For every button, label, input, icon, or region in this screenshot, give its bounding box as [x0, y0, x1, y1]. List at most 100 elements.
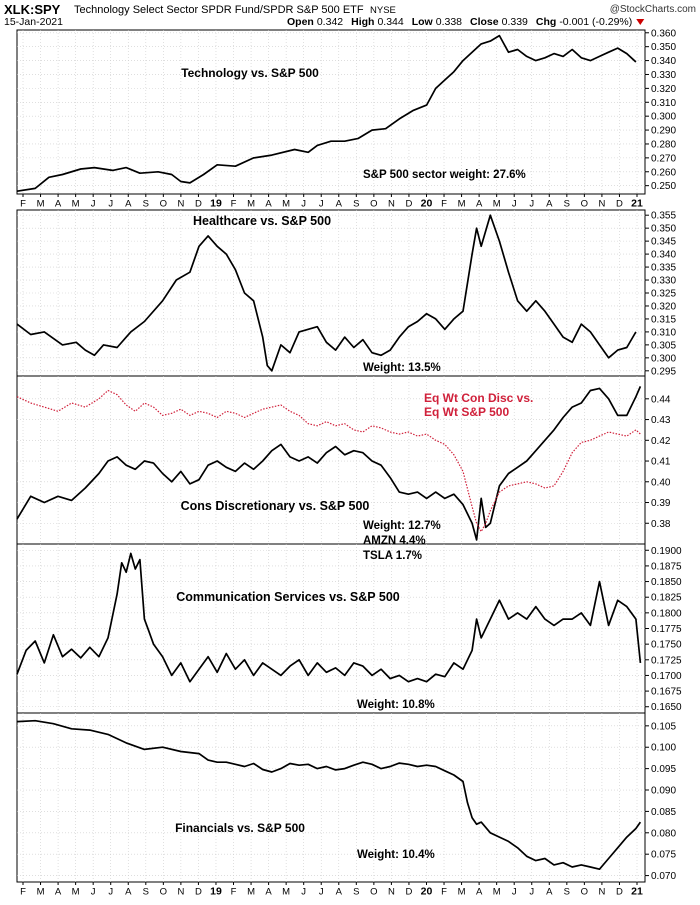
tick-label-y: 0.330: [651, 70, 676, 81]
tick-label-x: 21: [631, 886, 643, 898]
tick-label-x: J: [512, 887, 517, 898]
tick-label-x: F: [441, 887, 447, 898]
tick-label-y: 0.270: [651, 153, 676, 164]
ohlc-label: Low: [412, 16, 434, 28]
tick-label-y: 0.290: [651, 126, 676, 137]
tick-label-x: J: [529, 199, 534, 210]
tick-label-x: O: [160, 199, 167, 210]
tick-label-x: F: [20, 199, 26, 210]
tick-label-y: 0.1850: [651, 577, 682, 588]
tick-label-y: 0.1900: [651, 546, 682, 557]
tick-label-y: 0.105: [651, 721, 676, 732]
tick-label-x: M: [493, 199, 501, 210]
tick-label-y: 0.41: [651, 457, 671, 468]
tick-label-x: O: [370, 199, 377, 210]
tick-label-y: 0.38: [651, 519, 671, 530]
panel-annotation: Weight: 10.4%: [357, 849, 435, 861]
tick-label-y: 0.310: [651, 327, 676, 338]
chart-panels: 0.250 0.260 0.270 0.280 0.290 0.300 0.310 0.320…: [16, 28, 682, 883]
tick-label-x: M: [72, 887, 80, 898]
tick-label-x: N: [388, 887, 395, 898]
tick-label-y: 0.320: [651, 301, 676, 312]
tick-label-x: J: [108, 887, 113, 898]
tick-label-x: O: [581, 199, 588, 210]
panel-cons-discretionary: 0.38 0.39 0.40 0.41 0.42 0.43 0.44 Cons Discret…: [16, 375, 671, 562]
tick-label-y: 0.43: [651, 415, 671, 426]
tick-label-x: A: [265, 199, 272, 210]
tick-label-y: 0.1725: [651, 655, 682, 666]
tick-label-x: M: [458, 199, 466, 210]
watermark-label: @StockCharts.com: [610, 4, 696, 15]
panel-title: Technology vs. S&P 500: [181, 66, 319, 80]
tick-label-x: M: [458, 887, 466, 898]
tick-label-x: S: [353, 887, 359, 898]
tick-label-x: A: [265, 887, 272, 898]
tick-label-x: F: [231, 887, 237, 898]
tick-label-y: 0.355: [651, 211, 676, 222]
tick-label-y: 0.1675: [651, 687, 682, 698]
ohlc-value: 0.344: [377, 16, 403, 28]
tick-label-y: 0.100: [651, 743, 676, 754]
symbol-label: XLK:SPY: [4, 2, 61, 17]
panel-communication-services: 0.1650 0.1675 0.1700 0.1725 0.1750 0.1775 0.18…: [16, 543, 682, 714]
tick-label-x: A: [476, 887, 483, 898]
change-down-icon: [636, 19, 645, 25]
tick-label-x: S: [143, 199, 149, 210]
ohlc-label: Close: [470, 16, 499, 28]
tick-label-x: 19: [210, 886, 222, 898]
tick-label-x: J: [91, 887, 96, 898]
ohlc-label: Open: [287, 16, 314, 28]
panel-annotation: Weight: 12.7%: [363, 520, 441, 532]
tick-label-x: A: [336, 199, 343, 210]
tick-label-x: M: [72, 199, 80, 210]
tick-label-y: 0.280: [651, 139, 676, 150]
tick-label-x: M: [247, 887, 255, 898]
tick-label-x: M: [247, 199, 255, 210]
description-label: Technology Select Sector SPDR Fund/SPDR …: [74, 4, 364, 16]
tick-label-x: S: [353, 199, 359, 210]
tick-label-y: 0.1875: [651, 561, 682, 572]
tick-label-x: M: [493, 887, 501, 898]
ohlc-value: 0.338: [436, 16, 462, 28]
tick-label-y: 0.44: [651, 394, 671, 405]
x-axis-bottom: F M A M J J A S O N D 19 F M A M J J A S O N D 20 F M A M J J A S O N D 21: [20, 882, 643, 898]
tick-label-y: 0.42: [651, 436, 671, 447]
tick-label-y: 0.080: [651, 828, 676, 839]
tick-label-y: 0.305: [651, 340, 676, 351]
tick-label-y: 0.330: [651, 276, 676, 287]
tick-label-y: 0.350: [651, 224, 676, 235]
series-line: [16, 214, 637, 372]
tick-label-x: A: [476, 199, 483, 210]
ohlc-label: High: [351, 16, 374, 28]
tick-label-x: D: [406, 199, 413, 210]
tick-label-x: F: [441, 199, 447, 210]
tick-label-x: D: [195, 199, 202, 210]
tick-label-y: 0.250: [651, 181, 676, 192]
tick-label-y: 0.1750: [651, 640, 682, 651]
tick-label-x: A: [125, 887, 132, 898]
ohlc-readout: Open 0.342 High 0.344 Low 0.338 Close 0.339 Chg -…: [287, 16, 645, 28]
series-line: [16, 552, 642, 683]
tick-label-x: 20: [421, 886, 433, 898]
tick-label-y: 0.320: [651, 84, 676, 95]
tick-label-x: J: [512, 199, 517, 210]
tick-label-y: 0.1825: [651, 593, 682, 604]
tick-label-y: 0.070: [651, 871, 676, 882]
tick-label-x: N: [177, 887, 184, 898]
tick-label-y: 0.300: [651, 353, 676, 364]
tick-label-x: J: [319, 199, 324, 210]
tick-label-y: 0.310: [651, 98, 676, 109]
tick-label-x: A: [546, 199, 553, 210]
tick-label-x: M: [37, 887, 45, 898]
tick-label-x: F: [20, 887, 26, 898]
tick-label-y: 0.085: [651, 807, 676, 818]
tick-label-x: A: [55, 199, 62, 210]
tick-label-x: S: [564, 199, 570, 210]
x-axis-top: F M A M J J A S O N D 19 F M A M J J A S O N D 20 F M A M J J A S O N D 21: [20, 194, 643, 210]
panel-frame: [16, 543, 646, 714]
tick-label-x: A: [546, 887, 553, 898]
tick-label-x: O: [160, 887, 167, 898]
panel-frame: [16, 712, 646, 883]
tick-label-x: S: [143, 887, 149, 898]
